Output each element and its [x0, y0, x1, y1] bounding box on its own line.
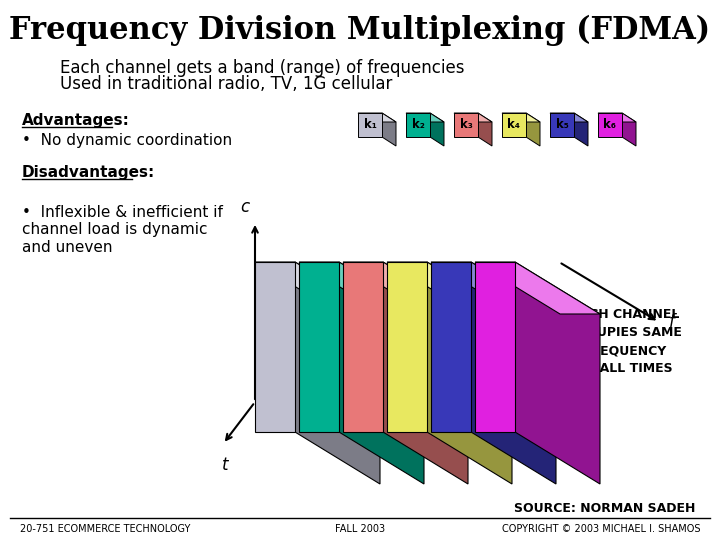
- Polygon shape: [255, 262, 295, 432]
- Text: •  No dynamic coordination: • No dynamic coordination: [22, 132, 232, 147]
- Text: t: t: [222, 456, 228, 474]
- Text: FALL 2003: FALL 2003: [335, 524, 385, 534]
- Polygon shape: [475, 262, 515, 432]
- Polygon shape: [382, 113, 396, 146]
- Text: SOURCE: NORMAN SADEH: SOURCE: NORMAN SADEH: [513, 502, 695, 515]
- Polygon shape: [454, 113, 478, 137]
- Polygon shape: [339, 262, 424, 484]
- Text: •  Inflexible & inefficient if
channel load is dynamic
and uneven: • Inflexible & inefficient if channel lo…: [22, 205, 223, 255]
- Polygon shape: [574, 113, 588, 146]
- Text: 20-751 ECOMMERCE TECHNOLOGY: 20-751 ECOMMERCE TECHNOLOGY: [20, 524, 190, 534]
- Polygon shape: [343, 262, 383, 432]
- Polygon shape: [622, 113, 636, 146]
- Polygon shape: [431, 262, 471, 432]
- Polygon shape: [431, 262, 556, 314]
- Polygon shape: [454, 113, 492, 122]
- Polygon shape: [387, 262, 427, 432]
- Polygon shape: [255, 262, 380, 314]
- Polygon shape: [478, 113, 492, 146]
- Polygon shape: [475, 262, 600, 314]
- Text: k₄: k₄: [508, 118, 521, 132]
- Polygon shape: [427, 262, 512, 484]
- Polygon shape: [358, 113, 382, 137]
- Text: k₃: k₃: [459, 118, 472, 132]
- Text: Each channel gets a band (range) of frequencies: Each channel gets a band (range) of freq…: [60, 59, 464, 77]
- Polygon shape: [406, 113, 444, 122]
- Polygon shape: [550, 113, 574, 137]
- Text: Frequency Division Multiplexing (FDMA): Frequency Division Multiplexing (FDMA): [9, 15, 711, 45]
- Polygon shape: [502, 113, 540, 122]
- Polygon shape: [383, 262, 468, 484]
- Polygon shape: [502, 113, 526, 137]
- Polygon shape: [550, 113, 588, 122]
- Text: k₁: k₁: [364, 118, 377, 132]
- Polygon shape: [299, 262, 339, 432]
- Polygon shape: [295, 262, 380, 484]
- Text: Disadvantages:: Disadvantages:: [22, 165, 156, 179]
- Text: Advantages:: Advantages:: [22, 112, 130, 127]
- Text: EACH CHANNEL
OCCUPIES SAME
FREQUENCY
AT ALL TIMES: EACH CHANNEL OCCUPIES SAME FREQUENCY AT …: [568, 308, 682, 375]
- Text: f: f: [669, 313, 675, 331]
- Polygon shape: [598, 113, 636, 122]
- Text: c: c: [240, 198, 250, 216]
- Polygon shape: [526, 113, 540, 146]
- Polygon shape: [430, 113, 444, 146]
- Text: k₅: k₅: [556, 118, 568, 132]
- Text: k₂: k₂: [412, 118, 424, 132]
- Polygon shape: [515, 262, 600, 484]
- Polygon shape: [299, 262, 424, 314]
- Polygon shape: [598, 113, 622, 137]
- Polygon shape: [471, 262, 556, 484]
- Text: COPYRIGHT © 2003 MICHAEL I. SHAMOS: COPYRIGHT © 2003 MICHAEL I. SHAMOS: [502, 524, 700, 534]
- Polygon shape: [358, 113, 396, 122]
- Polygon shape: [406, 113, 430, 137]
- Text: Used in traditional radio, TV, 1G cellular: Used in traditional radio, TV, 1G cellul…: [60, 75, 392, 93]
- Text: k₆: k₆: [603, 118, 616, 132]
- Polygon shape: [343, 262, 468, 314]
- Polygon shape: [387, 262, 512, 314]
